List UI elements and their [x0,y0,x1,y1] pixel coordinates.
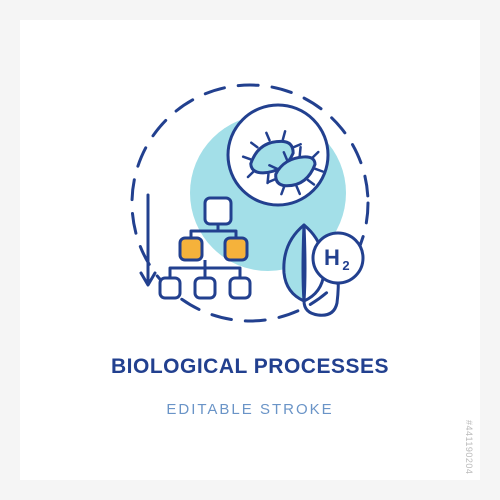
biological-processes-icon: H 2 [110,63,390,343]
h2-badge-icon: H 2 [313,233,363,283]
icon-title: BIOLOGICAL PROCESSES [111,355,389,379]
icon-card: H 2 [20,20,480,480]
h2-subscript: 2 [342,258,349,273]
stock-id-watermark: #441190204 [464,420,474,474]
icon-subtitle: EDITABLE STROKE [166,401,333,418]
h2-label: H [324,245,340,270]
